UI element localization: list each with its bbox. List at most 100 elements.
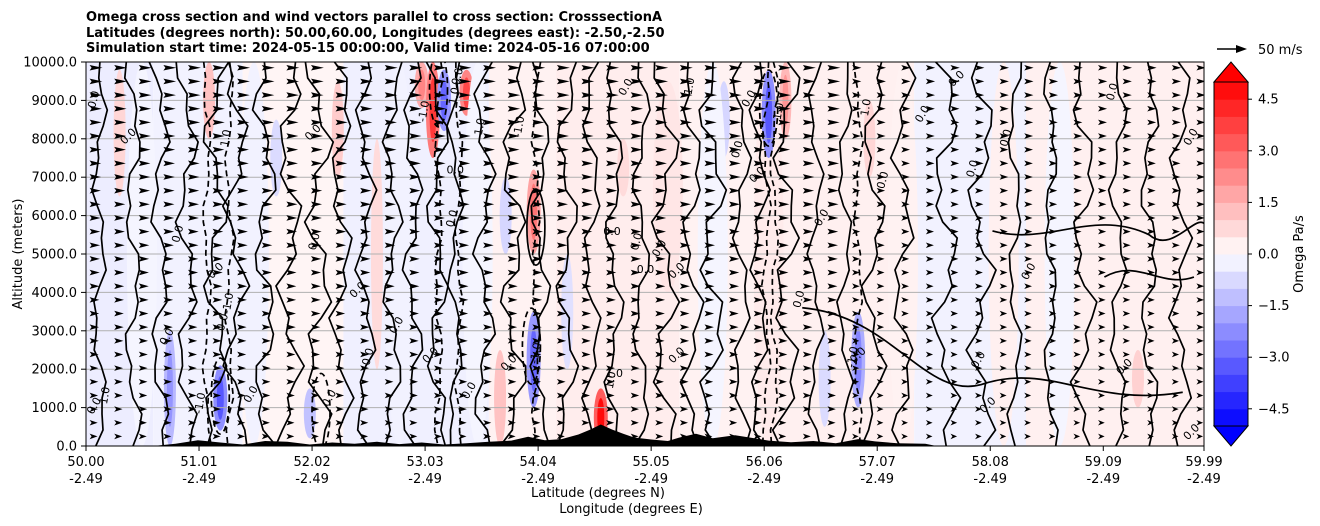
wind-vector-arrow <box>606 392 615 399</box>
wind-vector-arrow <box>114 187 126 194</box>
wind-vector-arrow <box>1048 338 1057 344</box>
wind-vector-arrow <box>999 187 1009 194</box>
wind-vector-arrow <box>581 256 592 262</box>
wind-vector-arrow <box>1171 378 1179 385</box>
wind-vector-arrow <box>778 338 788 344</box>
wind-vector-arrow <box>753 297 764 303</box>
wind-vector-arrow <box>310 283 321 290</box>
wind-vector-arrow <box>925 215 935 221</box>
wind-vector-arrow <box>310 201 323 208</box>
wind-vector-arrow <box>778 351 788 358</box>
wind-vector-arrow <box>704 256 715 262</box>
wind-vector-arrow <box>1048 419 1056 426</box>
wind-vector-arrow <box>286 324 296 330</box>
wind-vector-arrow <box>901 310 909 317</box>
wind-vector-arrow <box>237 378 246 385</box>
wind-vector-arrow <box>901 269 910 276</box>
colorbar-level <box>1214 408 1248 427</box>
wind-vector-arrow <box>409 324 419 330</box>
wind-vector-arrow <box>950 119 960 126</box>
wind-vector-arrow <box>852 160 861 167</box>
wind-vector-arrow <box>1098 64 1108 71</box>
wind-vector-arrow <box>581 283 592 290</box>
wind-vector-arrow <box>409 187 421 194</box>
wind-vector-arrow <box>1024 242 1033 249</box>
wind-vector-arrow <box>163 351 173 358</box>
closed-contour-loop <box>428 62 449 128</box>
zero-contour-line <box>174 62 200 446</box>
wind-vector-arrow <box>655 310 665 317</box>
wind-vector-arrow <box>630 174 643 180</box>
wind-vector-arrow <box>606 187 618 194</box>
wind-vector-arrow <box>679 146 692 153</box>
wind-vector-arrow <box>384 105 398 112</box>
wind-vector-arrow <box>532 392 541 399</box>
wind-vector-arrow <box>237 119 250 126</box>
wind-vector-arrow <box>384 365 394 371</box>
y-tick-label: 4000.0 <box>32 286 78 301</box>
wind-vector-arrow <box>581 119 594 126</box>
wind-vector-arrow <box>876 146 886 153</box>
wind-vector-arrow <box>827 215 839 221</box>
colorbar-tick-label: −1.5 <box>1258 299 1290 314</box>
colorbar-tick-label: −4.5 <box>1258 402 1290 417</box>
wind-vector-arrow <box>852 351 860 358</box>
wind-vector-arrow <box>138 310 149 317</box>
wind-vector-arrow <box>163 92 176 98</box>
wind-vector-arrow <box>507 433 516 440</box>
wind-vector-arrow <box>409 392 418 399</box>
wind-vector-arrow <box>212 78 226 85</box>
wind-vector-arrow <box>212 324 222 330</box>
wind-vector-arrow <box>409 64 423 71</box>
wind-vector-arrow <box>532 310 542 317</box>
wind-vector-arrow <box>999 378 1007 385</box>
wind-vector-arrow <box>778 365 788 371</box>
wind-vector-arrow <box>1073 119 1083 126</box>
wind-vector-arrow <box>1122 174 1132 180</box>
wind-vector-arrow <box>606 78 619 85</box>
wind-vector-arrow <box>901 174 910 180</box>
wind-vector-arrow <box>704 406 713 412</box>
wind-vector-arrow <box>187 78 201 85</box>
wind-vector-arrow <box>901 406 909 412</box>
zero-contour-line <box>992 221 1204 242</box>
y-tick-label: 10000.0 <box>23 56 77 71</box>
wind-vector-arrow <box>532 92 545 98</box>
wind-vector-arrow <box>335 228 347 235</box>
wind-vector-arrow <box>114 92 127 98</box>
wind-vector-arrow <box>1098 392 1105 399</box>
wind-vector-arrow <box>950 365 958 371</box>
wind-vector-arrow <box>606 269 617 276</box>
wind-vector-arrow <box>753 133 766 139</box>
wind-vector-arrow <box>187 187 200 194</box>
wind-vector-arrow <box>1171 105 1181 112</box>
wind-vector-arrow <box>1147 174 1156 180</box>
wind-vector-arrow <box>704 133 717 139</box>
wind-vector-arrow <box>335 310 346 317</box>
wind-vector-arrow <box>384 160 397 167</box>
wind-vector-arrow <box>975 160 984 167</box>
negative-contour-line <box>453 62 465 446</box>
contour-label: 0.0 <box>637 263 655 276</box>
zero-contour-line <box>771 62 801 446</box>
wind-vector-arrow <box>1171 64 1182 71</box>
wind-vector-arrow <box>138 146 151 153</box>
wind-vector-arrow <box>852 174 861 180</box>
wind-vector-arrow <box>507 283 518 290</box>
wind-vector-arrow <box>802 256 814 262</box>
wind-vector-arrow <box>556 269 568 276</box>
wind-vector-arrow <box>975 269 983 276</box>
wind-vector-arrow <box>360 92 373 98</box>
wind-vector-arrow <box>483 392 492 399</box>
wind-vector-arrow <box>433 269 445 276</box>
wind-vector-arrow <box>360 269 371 276</box>
wind-vector-arrow <box>458 256 469 262</box>
wind-vector-arrow <box>138 187 151 194</box>
wind-vector-arrow <box>335 351 345 358</box>
wind-vector-arrow <box>335 338 345 344</box>
wind-vector-arrow <box>1098 105 1108 112</box>
wind-vector-arrow <box>163 64 177 71</box>
wind-vector-arrow <box>212 228 224 235</box>
wind-vector-arrow <box>630 133 643 139</box>
wind-vector-arrow <box>729 215 740 221</box>
